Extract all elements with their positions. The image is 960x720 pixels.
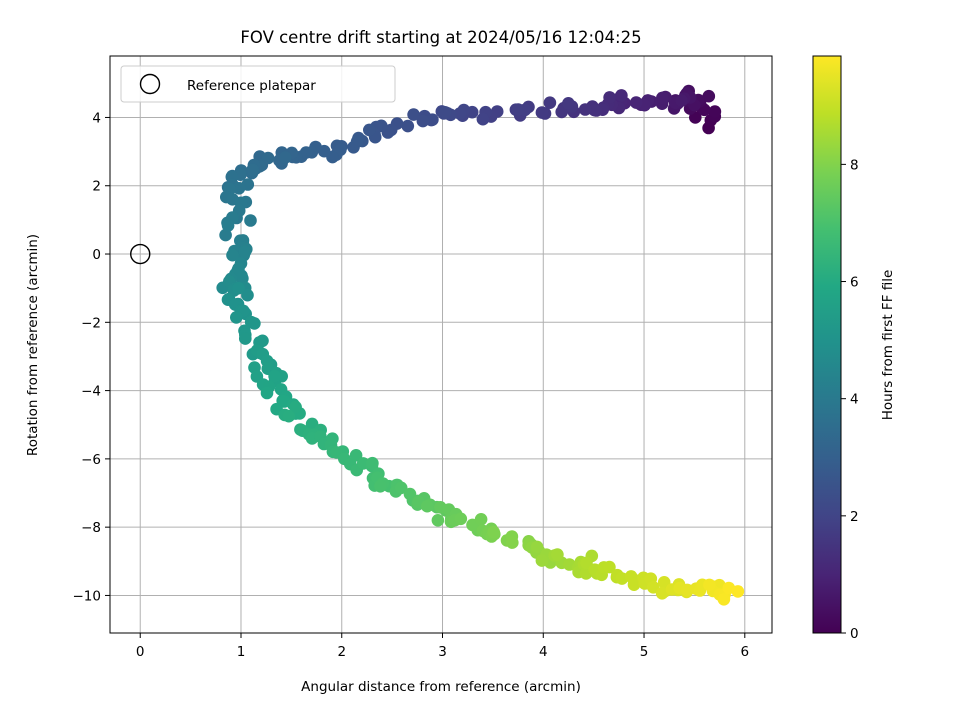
- data-point: [232, 281, 245, 295]
- data-point: [261, 151, 275, 165]
- colorbar-tick-label: 6: [850, 275, 859, 291]
- data-point: [289, 400, 302, 414]
- colorbar-tick-label: 4: [850, 392, 859, 408]
- data-point: [731, 585, 745, 598]
- x-tick-label: 5: [640, 644, 649, 660]
- data-point: [454, 512, 468, 526]
- data-point: [278, 151, 292, 164]
- data-point: [555, 105, 568, 119]
- data-point: [603, 91, 616, 104]
- x-tick-label: 4: [539, 644, 548, 660]
- data-point: [655, 587, 669, 600]
- data-point: [426, 113, 439, 126]
- data-point: [474, 513, 488, 526]
- data-point: [656, 91, 669, 105]
- legend-label: Reference platepar: [187, 78, 316, 94]
- data-point: [238, 245, 252, 259]
- plot-frame: [109, 55, 773, 634]
- data-point: [248, 317, 261, 330]
- x-tick-label: 0: [136, 644, 145, 660]
- data-point: [438, 106, 452, 119]
- colorbar-tick-label: 8: [850, 157, 859, 173]
- y-tick-label: 4: [92, 110, 101, 126]
- data-point: [232, 182, 246, 195]
- data-point: [647, 581, 660, 594]
- y-tick-label: −4: [81, 384, 101, 400]
- x-tick-label: 2: [337, 644, 346, 660]
- data-point: [551, 548, 564, 561]
- data-point: [627, 578, 641, 591]
- data-point: [401, 119, 415, 133]
- data-point: [260, 386, 274, 400]
- reference-marker: [130, 243, 151, 265]
- data-point: [416, 114, 430, 128]
- data-point: [246, 163, 259, 177]
- x-tick-label: 6: [740, 644, 749, 660]
- data-point: [476, 112, 490, 126]
- data-point: [580, 556, 593, 570]
- data-point: [374, 480, 387, 493]
- data-point: [588, 103, 601, 117]
- x-tick-label: 1: [237, 644, 246, 660]
- y-tick-label: −10: [73, 588, 102, 604]
- data-point: [226, 248, 239, 262]
- data-point: [420, 499, 434, 513]
- data-point: [230, 311, 243, 324]
- data-point: [702, 89, 716, 103]
- data-point: [535, 106, 549, 119]
- colorbar-tick-label: 2: [850, 509, 859, 525]
- data-point: [629, 96, 643, 109]
- y-axis-label: Rotation from reference (arcmin): [25, 234, 41, 456]
- data-point: [487, 525, 501, 539]
- data-point: [363, 123, 376, 137]
- x-ticks: 0 1 2 3 4 5 6: [136, 633, 749, 660]
- data-point: [708, 105, 722, 118]
- data-point: [241, 288, 254, 302]
- legend-open-circle-marker: [139, 73, 161, 95]
- data-point: [535, 554, 549, 567]
- data-point: [239, 332, 252, 345]
- data-point: [675, 94, 688, 107]
- data-point: [506, 536, 519, 549]
- data-point: [407, 108, 420, 121]
- colorbar-label: Hours from first FF file: [880, 270, 896, 421]
- y-tick-label: 2: [92, 179, 101, 195]
- colorbar-tick-label: 0: [850, 626, 859, 642]
- data-point: [394, 481, 408, 495]
- data-point: [219, 228, 232, 242]
- data-points: [216, 84, 745, 606]
- data-point: [562, 97, 575, 110]
- legend-box: [120, 65, 396, 103]
- x-axis-label: Angular distance from reference (arcmin): [301, 679, 581, 695]
- data-point: [282, 409, 296, 423]
- data-point: [244, 214, 257, 227]
- x-tick-label: 3: [438, 644, 447, 660]
- y-tick-label: −2: [81, 315, 101, 331]
- data-point: [268, 369, 281, 383]
- data-point: [366, 456, 379, 470]
- data-point: [431, 514, 445, 527]
- legend: Reference platepar: [120, 65, 396, 103]
- data-point: [703, 578, 716, 592]
- data-point: [578, 103, 592, 116]
- y-tick-label: −8: [81, 520, 101, 536]
- chart-title: FOV centre drift starting at 2024/05/16 …: [240, 28, 641, 47]
- data-point: [603, 560, 616, 574]
- colorbar: [812, 55, 842, 634]
- y-tick-label: 0: [92, 247, 101, 263]
- data-point: [615, 89, 628, 102]
- y-tick-label: −6: [81, 452, 101, 468]
- data-point: [221, 219, 235, 232]
- data-point: [530, 540, 544, 554]
- colorbar-ticks: 0 2 4 6 8: [841, 157, 859, 642]
- data-point: [350, 135, 364, 148]
- data-point: [349, 449, 363, 462]
- data-point: [453, 107, 467, 120]
- grid-lines: [110, 56, 772, 633]
- data-point: [717, 593, 731, 606]
- data-point: [511, 103, 525, 116]
- y-ticks: −10 −8 −6 −4 −2 0 2 4: [73, 110, 110, 604]
- data-point: [543, 96, 557, 109]
